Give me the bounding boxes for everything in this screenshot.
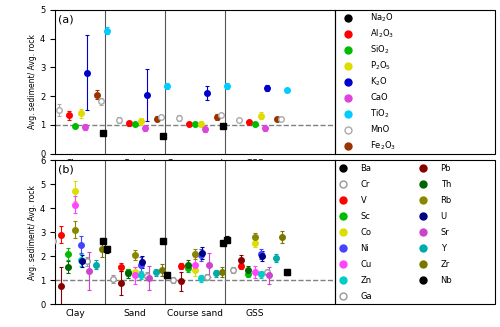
Text: K$_2$O: K$_2$O: [370, 76, 388, 88]
Text: Ba: Ba: [360, 164, 372, 173]
Text: Zn: Zn: [360, 276, 372, 284]
Text: Sc: Sc: [360, 212, 370, 221]
Text: P$_2$O$_5$: P$_2$O$_5$: [370, 60, 391, 72]
Text: SiO$_2$: SiO$_2$: [370, 43, 390, 56]
Text: (a): (a): [58, 14, 74, 24]
Text: Cr: Cr: [360, 180, 370, 189]
Text: Co: Co: [360, 228, 372, 237]
Text: Cu: Cu: [360, 260, 372, 269]
Text: Zr: Zr: [440, 260, 450, 269]
Text: Th: Th: [440, 180, 451, 189]
Text: TiO$_2$: TiO$_2$: [370, 108, 390, 120]
Text: Sr: Sr: [440, 228, 450, 237]
Text: Na$_2$O: Na$_2$O: [370, 11, 394, 24]
Text: CaO: CaO: [370, 93, 388, 102]
Text: Ga: Ga: [360, 292, 372, 301]
Text: (b): (b): [58, 164, 74, 175]
Text: Ni: Ni: [360, 244, 370, 253]
Text: Al$_2$O$_3$: Al$_2$O$_3$: [370, 27, 394, 40]
Text: Fe$_2$O$_3$: Fe$_2$O$_3$: [370, 139, 396, 152]
Text: Rb: Rb: [440, 196, 452, 205]
Text: Nb: Nb: [440, 276, 452, 284]
Y-axis label: Avg. sediment/ Avg. rock: Avg. sediment/ Avg. rock: [28, 185, 37, 280]
Text: Pb: Pb: [440, 164, 451, 173]
Y-axis label: Avg. sediment/ Avg. rock: Avg. sediment/ Avg. rock: [28, 34, 37, 129]
Text: V: V: [360, 196, 366, 205]
Text: U: U: [440, 212, 446, 221]
Text: Y: Y: [440, 244, 446, 253]
Text: MnO: MnO: [370, 125, 390, 134]
